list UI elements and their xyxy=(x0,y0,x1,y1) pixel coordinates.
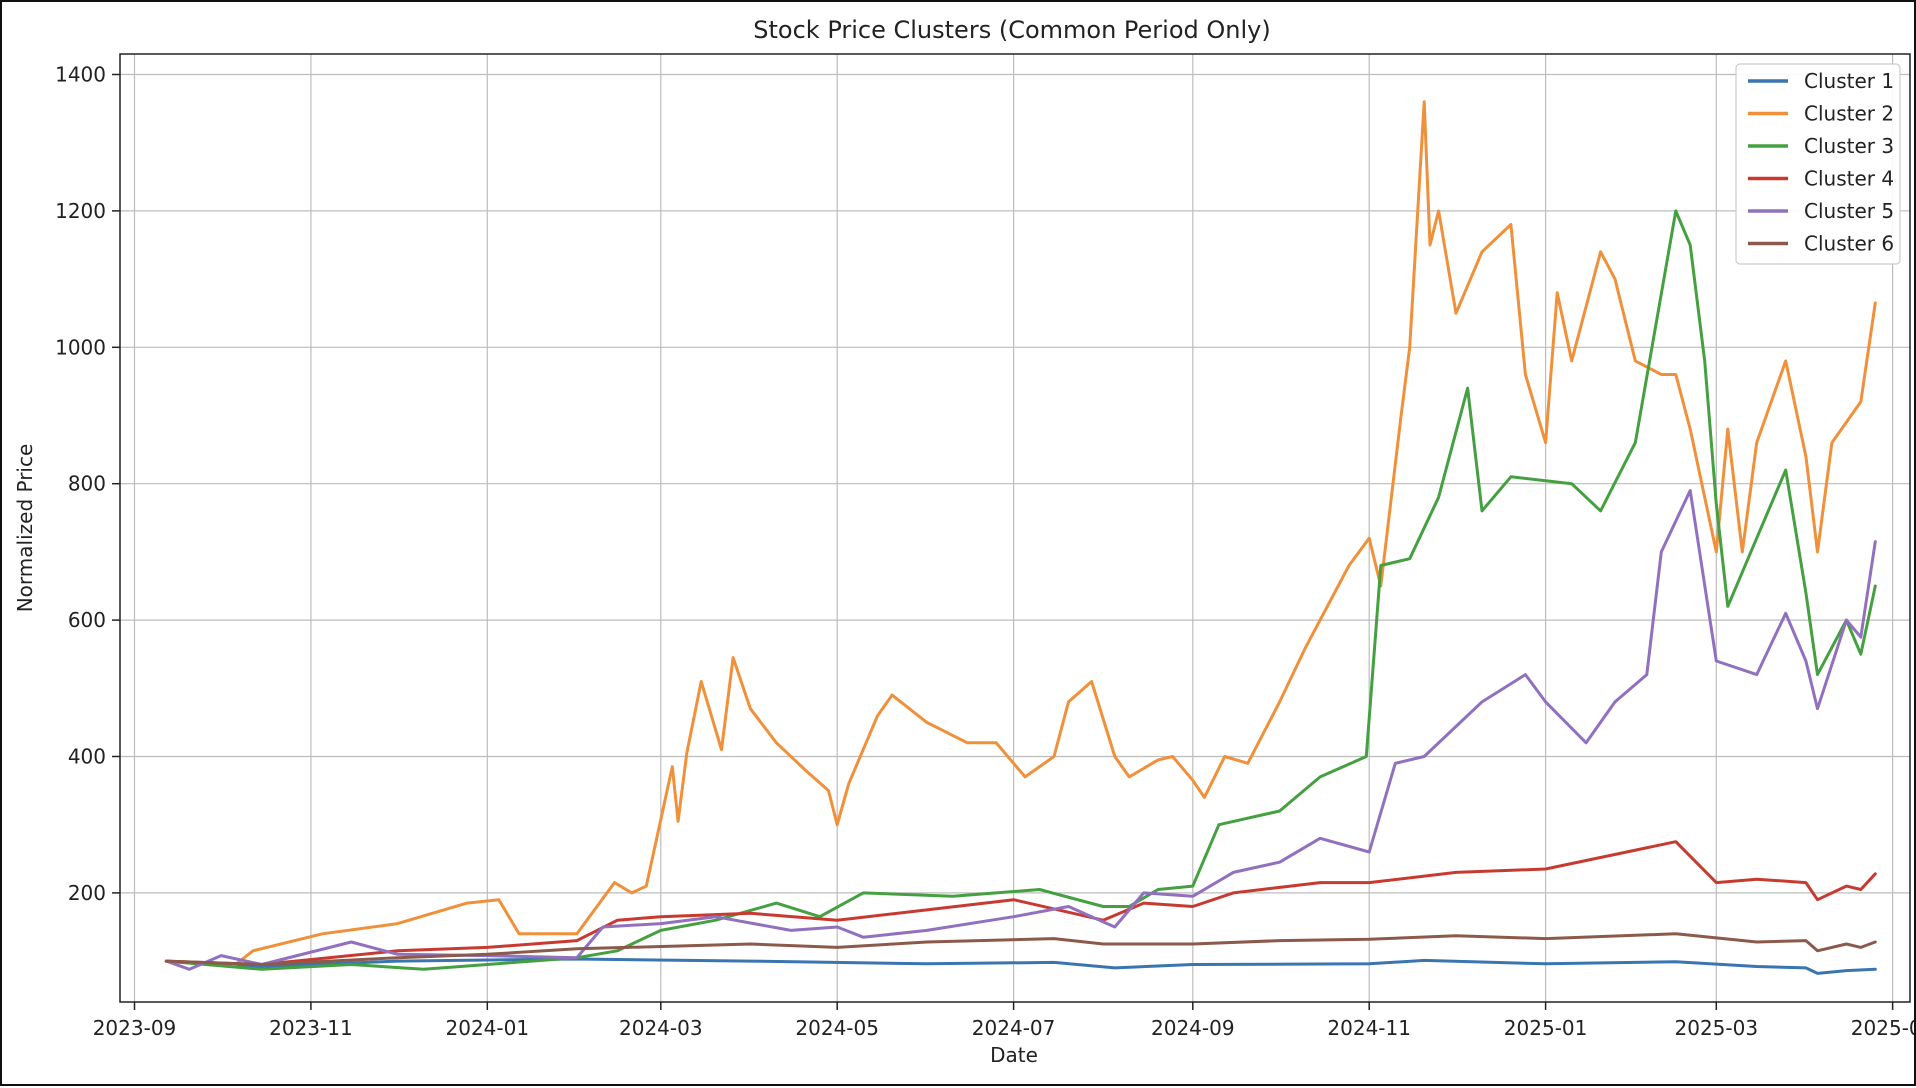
y-tick-label: 400 xyxy=(68,745,106,769)
x-tick-label: 2024-09 xyxy=(1151,1016,1235,1040)
legend-label: Cluster 5 xyxy=(1804,199,1894,223)
y-tick-label: 1000 xyxy=(55,335,106,359)
grid xyxy=(120,54,1910,1002)
x-tick-label: 2024-01 xyxy=(446,1016,530,1040)
series-line-cluster-1 xyxy=(164,957,1877,975)
legend-label: Cluster 3 xyxy=(1804,134,1894,158)
x-tick-label: 2023-09 xyxy=(93,1016,177,1040)
x-axis-label: Date xyxy=(990,1043,1038,1067)
y-tick-label: 1200 xyxy=(55,199,106,223)
chart-title: Stock Price Clusters (Common Period Only… xyxy=(753,16,1270,44)
legend-label: Cluster 6 xyxy=(1804,232,1894,256)
x-tick-label: 2024-11 xyxy=(1327,1016,1411,1040)
series-line-cluster-4 xyxy=(164,840,1877,966)
x-tick-label: 2024-03 xyxy=(619,1016,703,1040)
legend-label: Cluster 2 xyxy=(1804,102,1894,126)
legend-label: Cluster 4 xyxy=(1804,167,1894,191)
legend: Cluster 1 Cluster 2 Cluster 3 Cluster 4 Clus… xyxy=(1735,63,1901,265)
x-tick-label: 2025-01 xyxy=(1504,1016,1588,1040)
series-line-cluster-5 xyxy=(164,489,1877,971)
x-tick-label: 2025-03 xyxy=(1675,1016,1759,1040)
y-tick-label: 1400 xyxy=(55,63,106,87)
legend-label: Cluster 1 xyxy=(1804,69,1894,93)
x-tick-label: 2025-05 xyxy=(1851,1016,1914,1040)
plot-area-border xyxy=(119,53,1911,1003)
y-tick-label: 200 xyxy=(68,881,106,905)
x-tick-label: 2023-11 xyxy=(269,1016,353,1040)
y-axis-label: Normalized Price xyxy=(13,444,37,613)
x-tick-label: 2024-07 xyxy=(972,1016,1056,1040)
series-line-cluster-3 xyxy=(164,209,1877,971)
series-line-cluster-2 xyxy=(164,100,1877,968)
axis-ticks: 2023-09 2023-11 2024-01 2024-03 2024-05 2024-… xyxy=(55,63,1916,1041)
series-lines xyxy=(164,100,1877,975)
series-line-cluster-6 xyxy=(164,932,1877,966)
y-tick-label: 800 xyxy=(68,472,106,496)
y-tick-label: 600 xyxy=(68,608,106,632)
x-tick-label: 2024-05 xyxy=(795,1016,879,1040)
